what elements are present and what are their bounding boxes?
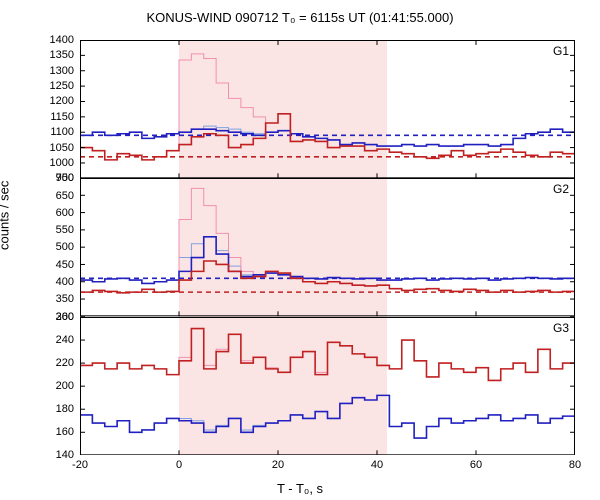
y-tick-label: 180 [56,403,80,415]
panel-label: G1 [553,44,569,58]
panel-svg [80,317,575,455]
y-axis-label: counts / sec [0,181,12,250]
y-tick-label: 1250 [50,80,80,92]
panel-g1: 950100010501100115012001250130013501400G… [80,40,575,178]
y-tick-label: 1000 [50,157,80,169]
y-tick-label: 1300 [50,65,80,77]
y-tick-label: 1400 [50,34,80,46]
y-tick-label: 1150 [50,111,80,123]
y-tick-label: 1050 [50,142,80,154]
y-tick-label: 450 [56,259,80,271]
panel-g2: 300350400450500550600650700G2 [80,178,575,316]
panel-svg [80,40,575,178]
panel-label: G3 [553,321,569,335]
x-tick-label: 60 [470,455,482,471]
y-tick-label: 200 [56,380,80,392]
panels-area: 950100010501100115012001250130013501400G… [80,40,575,455]
panel-svg [80,178,575,316]
y-tick-label: 500 [56,241,80,253]
y-tick-label: 260 [56,311,80,323]
chart-wrap: KONUS-WIND 090712 T₀ = 6115s UT (01:41:5… [0,0,600,500]
y-tick-label: 650 [56,190,80,202]
y-tick-label: 220 [56,357,80,369]
y-tick-label: 400 [56,276,80,288]
y-tick-label: 160 [56,426,80,438]
y-tick-label: 600 [56,207,80,219]
x-tick-label: 40 [371,455,383,471]
chart-title: KONUS-WIND 090712 T₀ = 6115s UT (01:41:5… [0,10,600,25]
y-tick-label: 1350 [50,49,80,61]
panel-label: G2 [553,182,569,196]
y-tick-label: 550 [56,224,80,236]
x-tick-label: 0 [176,455,182,471]
y-tick-label: 1100 [50,126,80,138]
panel-g3: 140160180200220240260-20020406080G3 [80,317,575,455]
y-tick-label: 350 [56,293,80,305]
x-tick-label: 80 [569,455,581,471]
y-tick-label: 1200 [50,95,80,107]
x-axis-label: T - T₀, s [0,481,600,496]
x-tick-label: 20 [272,455,284,471]
y-tick-label: 700 [56,172,80,184]
y-tick-label: 240 [56,334,80,346]
x-tick-label: -20 [72,455,88,471]
